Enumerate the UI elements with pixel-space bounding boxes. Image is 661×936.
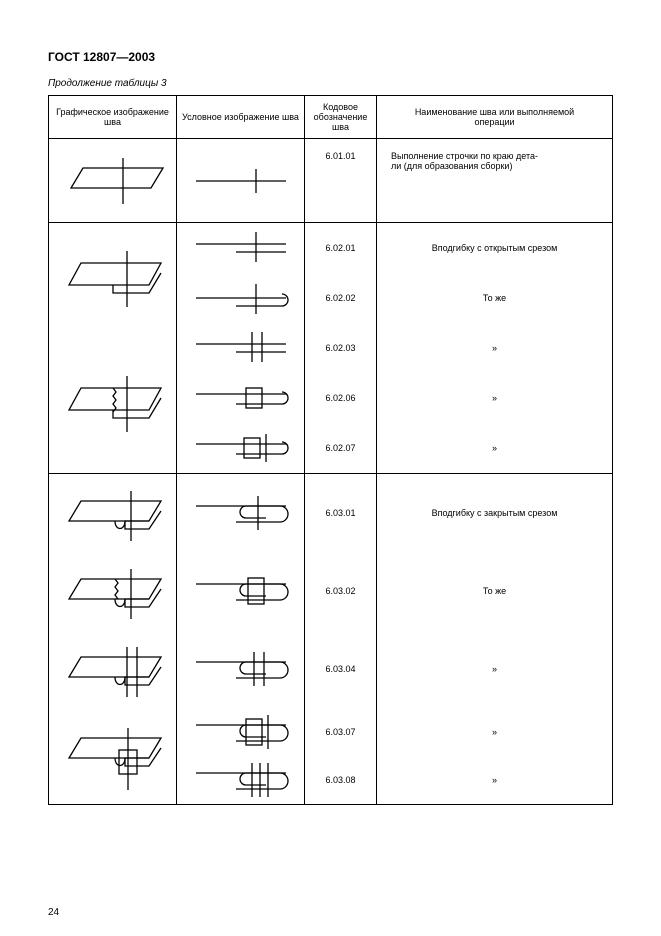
- table-row: 6.03.01 6.03.02 6.03.04 6.03.07 6.03.08 …: [49, 474, 613, 805]
- code-cell: 6.03.01 6.03.02 6.03.04 6.03.07 6.03.08: [305, 474, 377, 805]
- graphic-6-01-01: [53, 146, 173, 216]
- name-cell: Выполнение строчки по краю дета- ли (для…: [377, 139, 613, 223]
- graphic-6-03-d: [53, 714, 173, 800]
- graphic-cell: [49, 223, 177, 474]
- symbol-6-02-07: [186, 428, 296, 468]
- graphic-6-03-a: [53, 477, 173, 549]
- graphic-6-02-b: [53, 358, 173, 448]
- code-cell: 6.01.01: [305, 139, 377, 223]
- page: ГОСТ 12807—2003 Продолжение таблицы 3 Гр…: [0, 0, 661, 936]
- symbol-cell: [177, 223, 305, 474]
- symbol-6-03-04: [186, 648, 296, 690]
- col-header-code: Кодовое обозначение шва: [305, 96, 377, 139]
- name-cell: Вподгибку с открытым срезом То же » » »: [377, 223, 613, 474]
- name-cell: Вподгибку с закрытым срезом То же » » »: [377, 474, 613, 805]
- symbol-6-03-07: [186, 711, 296, 753]
- col-header-graphic: Графическое изображение шва: [49, 96, 177, 139]
- col-header-symbolic: Условное изображение шва: [177, 96, 305, 139]
- col-header-name: Наименование шва или выполняемой операци…: [377, 96, 613, 139]
- symbol-6-03-08: [186, 759, 296, 801]
- table-continuation: Продолжение таблицы 3: [48, 78, 613, 89]
- symbol-6-02-02: [186, 278, 296, 318]
- symbol-cell: [177, 139, 305, 223]
- graphic-6-03-c: [53, 633, 173, 705]
- page-number: 24: [48, 907, 59, 918]
- graphic-6-02-a: [53, 233, 173, 323]
- doc-title: ГОСТ 12807—2003: [48, 50, 613, 64]
- symbol-6-02-03: [186, 328, 296, 368]
- symbol-6-03-01: [186, 492, 296, 534]
- seam-table: Графическое изображение шва Условное изо…: [48, 95, 613, 805]
- code-cell: 6.02.01 6.02.02 6.02.03 6.02.06 6.02.07: [305, 223, 377, 474]
- graphic-6-03-b: [53, 555, 173, 627]
- symbol-6-01-01: [186, 161, 296, 201]
- table-header-row: Графическое изображение шва Условное изо…: [49, 96, 613, 139]
- symbol-6-02-01: [186, 228, 296, 268]
- symbol-6-02-06: [186, 378, 296, 418]
- graphic-cell: [49, 474, 177, 805]
- table-row: 6.01.01 Выполнение строчки по краю дета-…: [49, 139, 613, 223]
- table-row: 6.02.01 6.02.02 6.02.03 6.02.06 6.02.07 …: [49, 223, 613, 474]
- graphic-cell: [49, 139, 177, 223]
- symbol-cell: [177, 474, 305, 805]
- symbol-6-03-02: [186, 570, 296, 612]
